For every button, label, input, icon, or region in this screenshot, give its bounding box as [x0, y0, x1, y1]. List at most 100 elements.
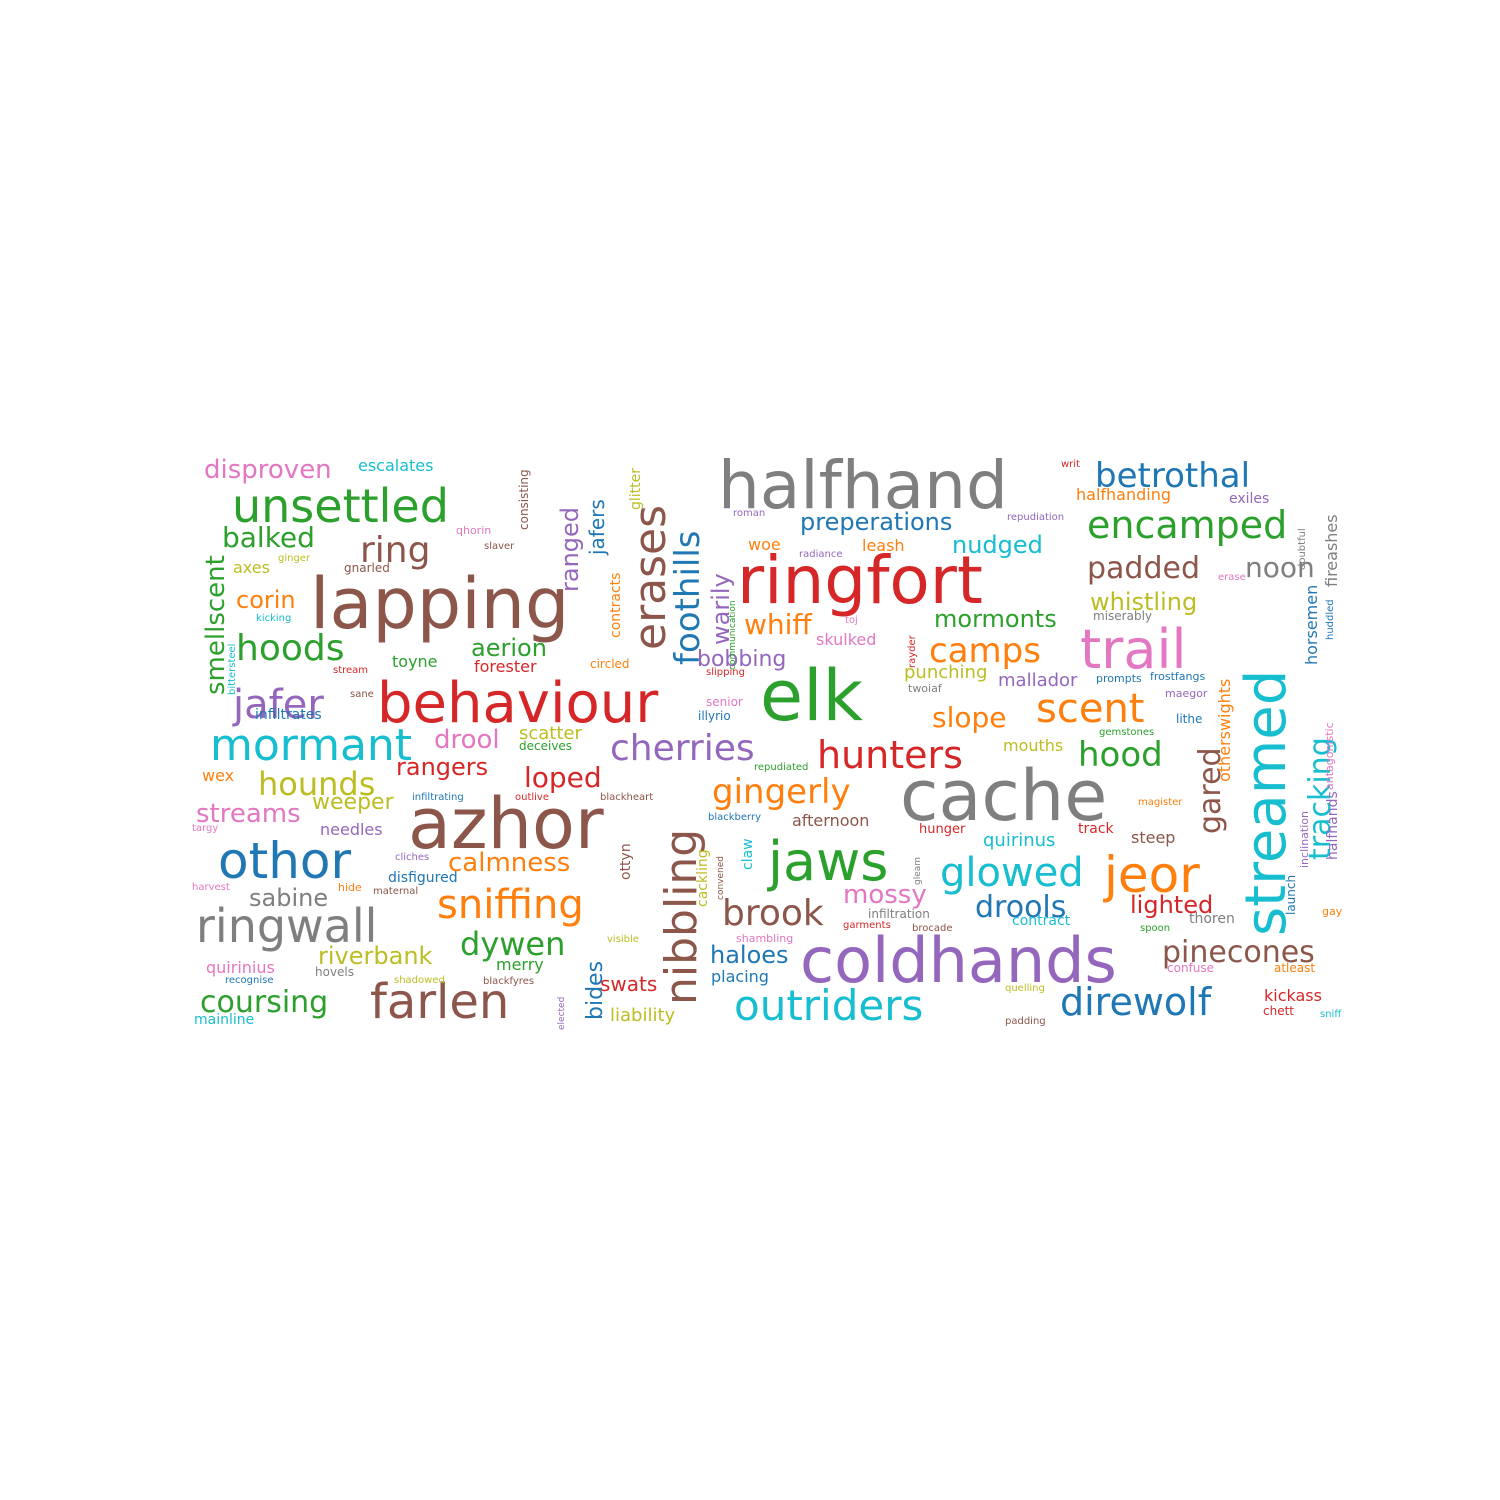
cloud-word: deceives [519, 739, 572, 753]
cloud-word: ranged [556, 507, 584, 592]
cloud-word: ring [360, 530, 430, 571]
cloud-word: bittersteel [227, 644, 238, 695]
cloud-word: noon [1245, 551, 1315, 584]
cloud-word: cache [900, 755, 1107, 837]
cloud-word: jaws [767, 830, 888, 893]
cloud-word: coursing [200, 985, 328, 1020]
cloud-word: whiff [744, 608, 812, 641]
cloud-word: liability [610, 1005, 676, 1026]
cloud-word: hoods [236, 628, 344, 669]
cloud-word: repudiated [754, 762, 808, 773]
cloud-word: antagonistic [1323, 722, 1336, 790]
cloud-word: foothills [668, 530, 708, 665]
cloud-word: haloes [710, 941, 789, 969]
cloud-word: jeor [1103, 846, 1200, 904]
cloud-word: padding [1005, 1016, 1046, 1027]
cloud-word: ginger [278, 553, 311, 564]
cloud-word: whistling [1090, 588, 1197, 616]
cloud-word: othor [218, 832, 351, 890]
cloud-word: cherries [610, 728, 755, 769]
cloud-word: communication [728, 600, 738, 670]
cloud-word: quirinus [983, 830, 1055, 851]
cloud-word: forester [474, 657, 537, 676]
cloud-word: launch [1284, 875, 1298, 915]
cloud-word: hide [338, 881, 362, 894]
cloud-word: pinecones [1162, 935, 1315, 970]
cloud-word: glowed [940, 850, 1084, 896]
cloud-word: convened [716, 856, 726, 900]
cloud-word: disproven [204, 455, 332, 485]
cloud-word: chett [1263, 1004, 1294, 1018]
cloud-word: thoren [1189, 911, 1235, 927]
cloud-word: streamed [1234, 670, 1299, 936]
cloud-word: frostfangs [1150, 670, 1205, 683]
cloud-word: rangers [396, 753, 488, 781]
cloud-word: direwolf [1060, 980, 1213, 1024]
cloud-word: hovels [315, 965, 354, 979]
cloud-word: gay [1322, 905, 1343, 918]
cloud-word: ringwall [196, 899, 377, 953]
cloud-word: recognise [225, 975, 274, 986]
cloud-word: erase [1218, 572, 1246, 583]
cloud-word: sane [350, 689, 374, 700]
cloud-word: erases [625, 505, 676, 650]
cloud-word: cliches [395, 852, 429, 863]
cloud-word: toyne [392, 652, 438, 671]
cloud-word: calmness [448, 848, 570, 878]
cloud-word: shadowed [394, 975, 445, 986]
cloud-word: sniff [1320, 1009, 1342, 1020]
cloud-word: harvest [192, 882, 230, 893]
cloud-word: contract [1012, 913, 1071, 929]
cloud-word: outlive [515, 792, 549, 803]
cloud-word: huddled [1325, 599, 1336, 640]
cloud-word: gleam [913, 857, 923, 885]
cloud-word: fireashes [1322, 514, 1341, 587]
cloud-word: claw [740, 838, 756, 870]
cloud-word: consisting [517, 469, 531, 530]
cloud-word: disfigured [388, 870, 458, 886]
cloud-word: warily [707, 573, 735, 645]
cloud-word: betrothal [1095, 456, 1250, 496]
cloud-word: jafer [232, 682, 324, 728]
cloud-word: lighted [1130, 891, 1213, 919]
cloud-word: exiles [1229, 491, 1269, 507]
cloud-word: leash [862, 536, 905, 555]
cloud-word: gingerly [712, 772, 851, 812]
cloud-word: woe [748, 535, 781, 554]
cloud-word: quelling [1005, 983, 1045, 994]
cloud-word: camps [929, 631, 1041, 671]
cloud-word: farlen [370, 974, 509, 1030]
cloud-word: skulked [816, 630, 876, 649]
cloud-word: aerion [471, 634, 547, 662]
cloud-word: ottyn [618, 843, 634, 880]
cloud-word: drools [975, 890, 1066, 925]
cloud-word: azhor [408, 783, 604, 865]
cloud-word: ringfort [737, 542, 983, 619]
cloud-word: coldhands [800, 924, 1117, 997]
cloud-word: infiltrates [255, 707, 322, 723]
cloud-word: prompts [1096, 672, 1142, 685]
cloud-word: lithe [1176, 712, 1202, 726]
cloud-word: gemstones [1099, 727, 1154, 738]
cloud-word: twoiaf [908, 682, 943, 695]
cloud-word: spoon [1140, 923, 1170, 934]
cloud-word: toj [845, 615, 858, 626]
cloud-word: mouths [1003, 736, 1063, 755]
cloud-word: writ [1061, 459, 1080, 470]
cloud-word: mormonts [934, 605, 1057, 633]
cloud-word: hunters [817, 733, 963, 777]
cloud-word: drool [434, 725, 500, 755]
cloud-word: atleast [1274, 961, 1315, 975]
cloud-word: circled [590, 657, 630, 671]
cloud-word: trail [1080, 618, 1186, 681]
cloud-word: illyrio [698, 709, 731, 723]
cloud-word: mainline [194, 1012, 254, 1028]
cloud-word: bobbing [697, 647, 786, 672]
cloud-word: tracking [1303, 737, 1338, 860]
cloud-word: halfhands [1325, 791, 1341, 860]
cloud-word: doubtful [1297, 528, 1308, 570]
cloud-word: maegor [1165, 687, 1208, 700]
cloud-word: rayder [907, 634, 918, 668]
cloud-word: riverbank [318, 942, 433, 970]
